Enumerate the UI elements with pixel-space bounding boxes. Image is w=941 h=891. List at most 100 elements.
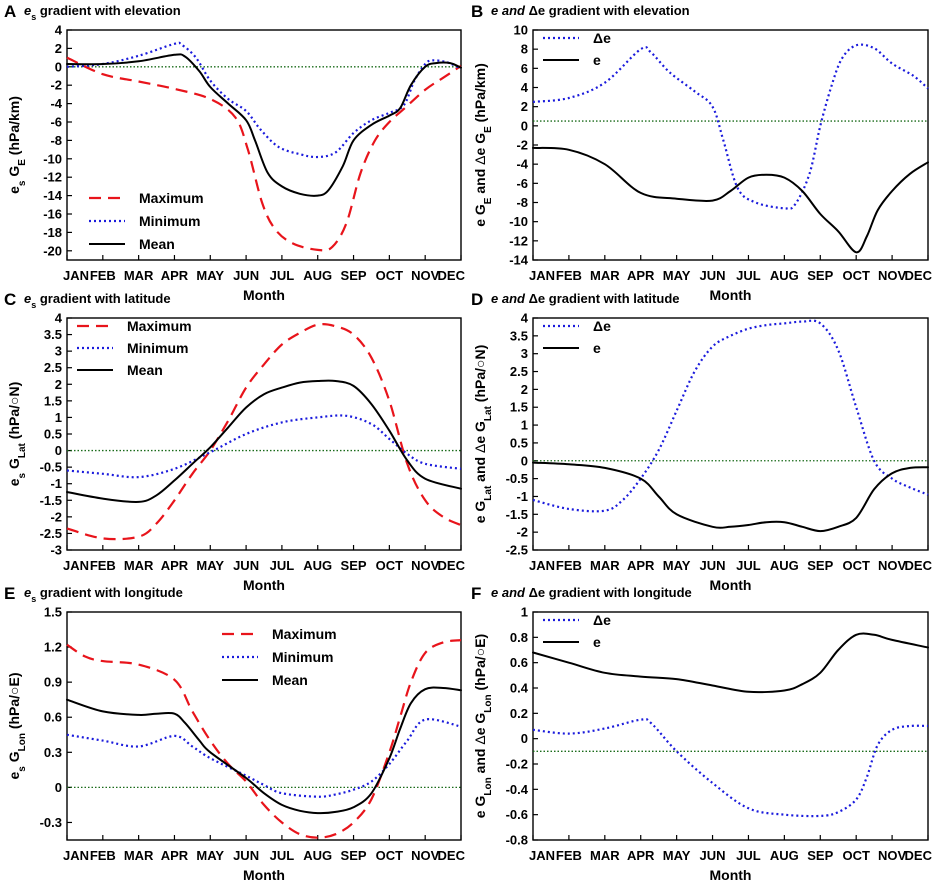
panel-a-xtick-label: JUN: [233, 268, 259, 283]
panel-a-xtick-label: SEP: [341, 268, 367, 283]
panel-a-ytick-label: -6: [50, 115, 62, 130]
panel-c-ytick-label: -2.5: [40, 526, 62, 541]
panel-b-ytick-label: -14: [509, 253, 529, 268]
panel-d-letter: D: [471, 290, 483, 309]
panel-d-xtick-label: JAN: [529, 558, 555, 573]
panel-e-ytick-label: 0.9: [44, 675, 62, 690]
panel-d-xtick-label: JUN: [700, 558, 726, 573]
panel-f-series-edelta-e: [532, 718, 929, 818]
panel-c-series-maximum: [66, 323, 462, 541]
panel-e-ytick-label: 0.3: [44, 745, 62, 760]
panel-c-xtick-label: MAR: [124, 558, 154, 573]
panel-e-xtick-label: JUL: [270, 848, 295, 863]
panel-e-ytick-label: 1.5: [44, 605, 62, 620]
panel-c-legend-label: Minimum: [127, 340, 188, 356]
panel-c: -3 -2.5 -2-1.5 -1-0.5 00.5 1 1.52 2.53 3.54 JAN FE…: [4, 290, 466, 593]
panel-a-legend-label: Minimum: [139, 213, 200, 229]
panel-d: -2.5 -2 -1.5 -1 -0.5 0 0.5 1 1.5 2 2.5 3 3.5 4 JAN FEB M…: [471, 290, 933, 593]
panel-e-xtick-label: DEC: [438, 848, 466, 863]
panel-b-ytick-label: -10: [509, 214, 528, 229]
panel-f-ytick-label: 0.2: [510, 706, 528, 721]
panel-b-ytick-label: -4: [516, 157, 528, 172]
panel-a-xtick-label: MAY: [196, 268, 224, 283]
panel-a-xtick-label: JUL: [270, 268, 295, 283]
panel-f-xtick-label: JUN: [700, 848, 726, 863]
panel-f-y-axis-title: e GLon and Δe GLon (hPa/○E): [472, 634, 494, 818]
panel-f-ytick-label: 0: [521, 731, 528, 746]
panel-d-frame: [532, 317, 929, 551]
panel-e: -0.3 0 0.3 0.6 0.9 1.2 1.5 JAN FEB MAR APR MAY JUN JU…: [4, 584, 466, 883]
panel-d-ytick-label: -1.5: [506, 507, 528, 522]
panel-f-ytick-label: -0.8: [506, 833, 528, 848]
panel-f: -0.8 -0.6 -0.4 -0.2 0 0.2 0.4 0.6 0.8 1 JAN FEB MAR A…: [471, 584, 933, 883]
panel-d-ytick-label: 3: [521, 346, 528, 361]
panel-c-xtick-label: JUL: [270, 558, 295, 573]
panel-d-series-edelta-e: [532, 319, 929, 513]
panel-d-ytick-label: 0.5: [510, 435, 528, 450]
panel-e-xtick-label: OCT: [376, 848, 404, 863]
panel-f-x-axis-title: Month: [710, 867, 752, 883]
panel-a-x-axis-title: Month: [243, 287, 285, 303]
panel-b-x-axis-title: Month: [710, 287, 752, 303]
panel-c-ytick-label: 0: [55, 443, 62, 458]
panel-f-ytick-label: -0.6: [506, 807, 528, 822]
panel-b-xtick-label: DEC: [905, 268, 933, 283]
panel-d-ytick-label: -1: [516, 489, 528, 504]
panel-b-xtick-label: JAN: [529, 268, 555, 283]
panel-d-ytick-label: 0: [521, 453, 528, 468]
panel-b-ytick-label: -6: [516, 176, 528, 191]
panel-f-ytick-label: 1: [521, 605, 528, 620]
panel-b-y-axis-title: e GE and Δe GE (hPa/km): [472, 63, 494, 227]
panel-e-xtick-label: MAY: [196, 848, 224, 863]
panel-f-ytick-label: 0.4: [510, 681, 529, 696]
panel-f-xtick-label: JAN: [529, 848, 555, 863]
panel-b-xtick-label: APR: [627, 268, 655, 283]
panel-d-ytick-label: -2.5: [506, 543, 528, 558]
panel-f-xtick-label: APR: [627, 848, 655, 863]
panel-e-ytick-label: -0.3: [40, 815, 62, 830]
panel-a-xtick-label: APR: [161, 268, 189, 283]
panel-a-xtick-label: FEB: [90, 268, 116, 283]
panel-e-series-maximum: [66, 639, 462, 839]
panel-f-series-e: [532, 632, 929, 694]
panel-c-legend-label: Mean: [127, 362, 163, 378]
panel-a-xtick-label: OCT: [376, 268, 404, 283]
panel-c-ytick-label: 1.5: [44, 393, 62, 408]
panel-c-ytick-label: 2: [55, 377, 62, 392]
panel-e-xtick-label: NOV: [411, 848, 440, 863]
panel-d-xtick-label: MAR: [590, 558, 620, 573]
panel-d-xtick-label: FEB: [556, 558, 582, 573]
panel-f-legend-label: Δe: [593, 612, 611, 628]
panel-a-series-maximum: [66, 56, 462, 252]
panel-a-ytick-label: -16: [43, 207, 62, 222]
panel-d-series-e: [532, 461, 929, 533]
panel-b-ytick-label: -12: [509, 233, 528, 248]
panel-c-series-mean: [66, 379, 462, 503]
panel-d-x-axis-title: Month: [710, 577, 752, 593]
panel-d-ytick-label: 4: [521, 311, 529, 326]
panel-a-ytick-label: -18: [43, 225, 62, 240]
panel-d-ytick-label: 3.5: [510, 328, 528, 343]
panel-b-xtick-label: MAR: [590, 268, 620, 283]
panel-f-xtick-label: DEC: [905, 848, 933, 863]
panel-b-ytick-label: 0: [521, 118, 528, 133]
panel-c-xtick-label: DEC: [438, 558, 466, 573]
panel-e-ytick-label: 0: [55, 780, 62, 795]
panel-c-title: es gradient with latitude: [24, 291, 171, 310]
panel-f-letter: F: [471, 584, 481, 603]
panel-e-ytick-label: 0.6: [44, 710, 62, 725]
panel-b-ytick-label: 10: [514, 23, 528, 38]
panel-e-series-minimum: [66, 718, 462, 798]
panel-d-xtick-label: MAY: [663, 558, 691, 573]
panel-a-xtick-label: AUG: [303, 268, 332, 283]
panel-f-xtick-label: SEP: [807, 848, 833, 863]
panel-e-legend-label: Mean: [272, 672, 308, 688]
panel-f-xtick-label: NOV: [878, 848, 907, 863]
panel-d-legend-label: Δe: [593, 318, 611, 334]
panel-a-legend-label: Mean: [139, 236, 175, 252]
panel-a-ytick-label: -20: [43, 243, 62, 258]
panel-f-xtick-label: OCT: [842, 848, 870, 863]
panel-e-y-axis-title: es GLon (hPa/○E): [6, 672, 28, 779]
